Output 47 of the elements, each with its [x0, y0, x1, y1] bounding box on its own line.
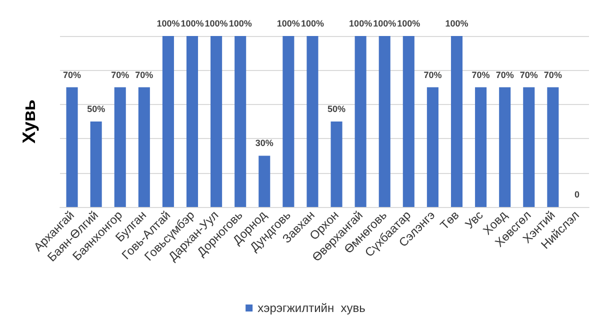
bar	[547, 87, 559, 207]
y-axis-title: Хувь	[19, 100, 39, 144]
data-label: 50%	[328, 104, 346, 114]
data-label: 100%	[300, 18, 324, 28]
bar	[475, 87, 487, 207]
data-label: 70%	[111, 70, 130, 80]
data-label: 100%	[276, 18, 300, 28]
data-label: 70%	[496, 70, 514, 80]
bar	[186, 36, 198, 207]
data-label: 100%	[373, 18, 396, 28]
data-label: 100%	[445, 18, 468, 28]
legend-label: хэрэгжилтийн хувь	[258, 301, 366, 315]
data-label: 70%	[63, 70, 82, 80]
bar	[258, 156, 270, 207]
x-tick-label: Төв	[437, 208, 462, 232]
bar	[282, 36, 294, 207]
data-label: 50%	[87, 104, 106, 114]
data-label: 100%	[397, 18, 420, 28]
bar	[378, 36, 390, 207]
bar	[210, 36, 222, 207]
data-label: 70%	[544, 70, 562, 80]
bar	[66, 87, 78, 207]
bar	[499, 87, 511, 207]
x-tick-label: Увс	[462, 208, 486, 232]
bar	[162, 36, 174, 207]
bar	[523, 87, 535, 207]
data-label: 100%	[228, 18, 252, 28]
bar	[330, 122, 342, 207]
bar	[306, 36, 318, 207]
data-label: 70%	[472, 70, 490, 80]
bar	[114, 87, 126, 207]
bar	[90, 122, 102, 207]
data-label: 0	[574, 190, 580, 200]
data-label: 70%	[424, 70, 442, 80]
data-label: 100%	[180, 18, 204, 28]
data-label: 70%	[520, 70, 538, 80]
bar	[354, 36, 366, 207]
bar	[450, 36, 463, 207]
bar	[402, 36, 414, 207]
bar	[426, 87, 438, 207]
data-label: 100%	[156, 18, 180, 28]
data-label: 70%	[135, 70, 154, 80]
data-label: 100%	[349, 18, 372, 28]
bar	[234, 36, 246, 207]
data-label: 100%	[204, 18, 228, 28]
data-label: 30%	[255, 138, 274, 148]
bar	[138, 87, 150, 207]
